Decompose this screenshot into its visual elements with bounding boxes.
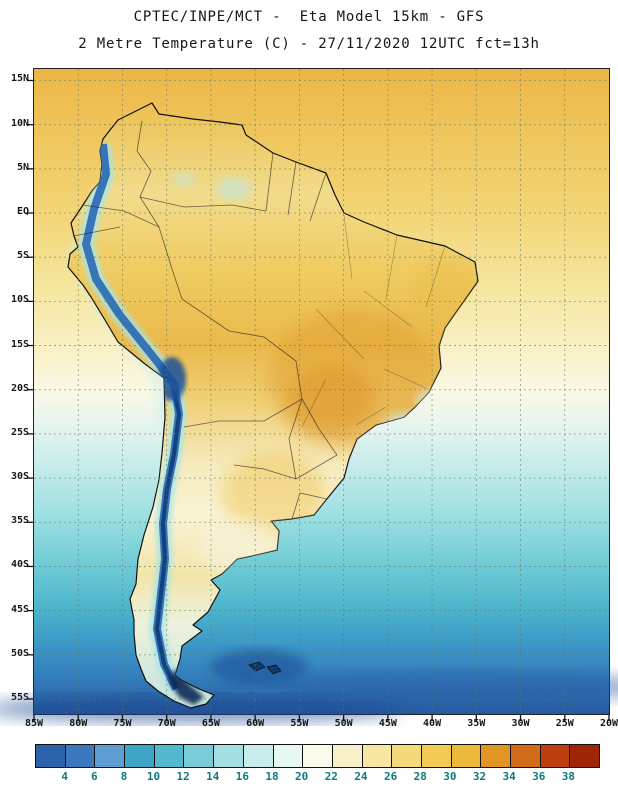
lat-label-15N: 15N <box>10 73 29 85</box>
colorbar-segment-0 <box>36 745 66 767</box>
colorbar-tick-4: 4 <box>61 770 68 783</box>
longitude-axis: 85W 80W 75W 70W 65W 60W 55W 50W 45W 40W 35W 30W 25W 2… <box>25 718 618 732</box>
temperature-colorbar <box>35 744 600 768</box>
state-borders <box>301 214 446 428</box>
latitude-axis: 15N 10N 5N EQ 5S 10S 15S 20S 25S 30S 35S 40S 45S 50S 5… <box>2 68 31 713</box>
colorbar-segment-11 <box>362 745 393 767</box>
colorbar-segment-12 <box>392 745 422 767</box>
colorbar-tick-20: 20 <box>295 770 309 783</box>
colorbar-tick-24: 24 <box>354 770 368 783</box>
lon-label-65W: 65W <box>201 718 220 729</box>
colorbar-tick-38: 38 <box>561 770 575 783</box>
map-subtitle: 2 Metre Temperature (C) - 27/11/2020 12U… <box>78 36 540 52</box>
lon-label-20W: 20W <box>599 718 618 729</box>
colorbar-segment-15 <box>481 745 511 767</box>
lat-label-40S: 40S <box>10 559 29 571</box>
colorbar-segment-3 <box>125 745 155 767</box>
colorbar-tick-30: 30 <box>443 770 457 783</box>
lon-label-60W: 60W <box>246 718 265 729</box>
lat-label-45S: 45S <box>10 603 29 615</box>
colorbar-scale-labels: 4 6 8 10 12 14 16 18 20 22 24 26 28 30 32 34 36 38 <box>35 770 598 784</box>
lat-label-10N: 10N <box>10 117 29 129</box>
colorbar-tick-32: 32 <box>472 770 487 783</box>
colorbar-tick-28: 28 <box>413 770 427 783</box>
lat-label-15S: 15S <box>10 338 29 350</box>
colorbar-segment-4 <box>154 745 185 767</box>
colorbar-segment-2 <box>95 745 126 767</box>
colorbar-tick-22: 22 <box>324 770 338 783</box>
lat-label-10S: 10S <box>10 294 29 306</box>
colorbar-segment-8 <box>273 745 304 767</box>
colorbar-segment-13 <box>421 745 452 767</box>
colorbar-segment-10 <box>332 745 363 767</box>
lat-label-55S: 55S <box>10 691 29 703</box>
lat-label-35S: 35S <box>10 515 29 527</box>
colorbar-segment-6 <box>214 745 244 767</box>
lon-label-70W: 70W <box>157 718 176 729</box>
colorbar-tick-26: 26 <box>383 770 398 783</box>
colorbar-segment-18 <box>570 745 600 767</box>
country-borders <box>73 120 338 520</box>
colorbar-segment-9 <box>303 745 333 767</box>
lat-label-5S: 5S <box>16 250 29 262</box>
colorbar-tick-16: 16 <box>235 770 250 783</box>
colorbar-tick-18: 18 <box>265 770 279 783</box>
colorbar-tick-14: 14 <box>206 770 220 783</box>
lon-label-30W: 30W <box>511 718 530 729</box>
lon-label-25W: 25W <box>555 718 574 729</box>
colorbar-tick-10: 10 <box>146 770 161 783</box>
temperature-map <box>0 69 618 723</box>
lat-label-20S: 20S <box>10 382 29 394</box>
lon-label-50W: 50W <box>334 718 353 729</box>
colorbar-segment-1 <box>65 745 96 767</box>
lon-label-35W: 35W <box>467 718 486 729</box>
colorbar-tick-34: 34 <box>502 770 516 783</box>
colorbar-segment-16 <box>511 745 541 767</box>
lon-label-85W: 85W <box>24 718 44 729</box>
map-title: CPTEC/INPE/MCT - Eta Model 15km - GFS <box>133 9 485 25</box>
colorbar-segment-7 <box>243 745 274 767</box>
axis-ticks <box>27 79 610 721</box>
lat-label-25S: 25S <box>10 426 29 438</box>
falkland-islands <box>266 664 282 675</box>
lon-label-55W: 55W <box>290 718 309 729</box>
colorbar-tick-12: 12 <box>176 770 190 783</box>
lon-label-75W: 75W <box>113 718 132 729</box>
falkland-islands <box>248 661 266 672</box>
lon-label-45W: 45W <box>378 718 397 729</box>
colorbar-tick-8: 8 <box>120 770 128 783</box>
lat-label-30S: 30S <box>10 471 29 483</box>
lat-label-50S: 50S <box>10 647 29 659</box>
colorbar-tick-36: 36 <box>532 770 546 783</box>
lat-label-5N: 5N <box>16 161 29 173</box>
colorbar-segment-14 <box>451 745 482 767</box>
colorbar-segment-5 <box>184 745 215 767</box>
graticule-gridlines <box>34 69 609 714</box>
colorbar-tick-6: 6 <box>90 770 98 783</box>
map-area <box>0 68 618 723</box>
lon-label-40W: 40W <box>423 718 442 729</box>
lat-label-EQ: EQ <box>16 206 29 218</box>
colorbar-segment-17 <box>540 745 571 767</box>
lon-label-80W: 80W <box>69 718 88 729</box>
